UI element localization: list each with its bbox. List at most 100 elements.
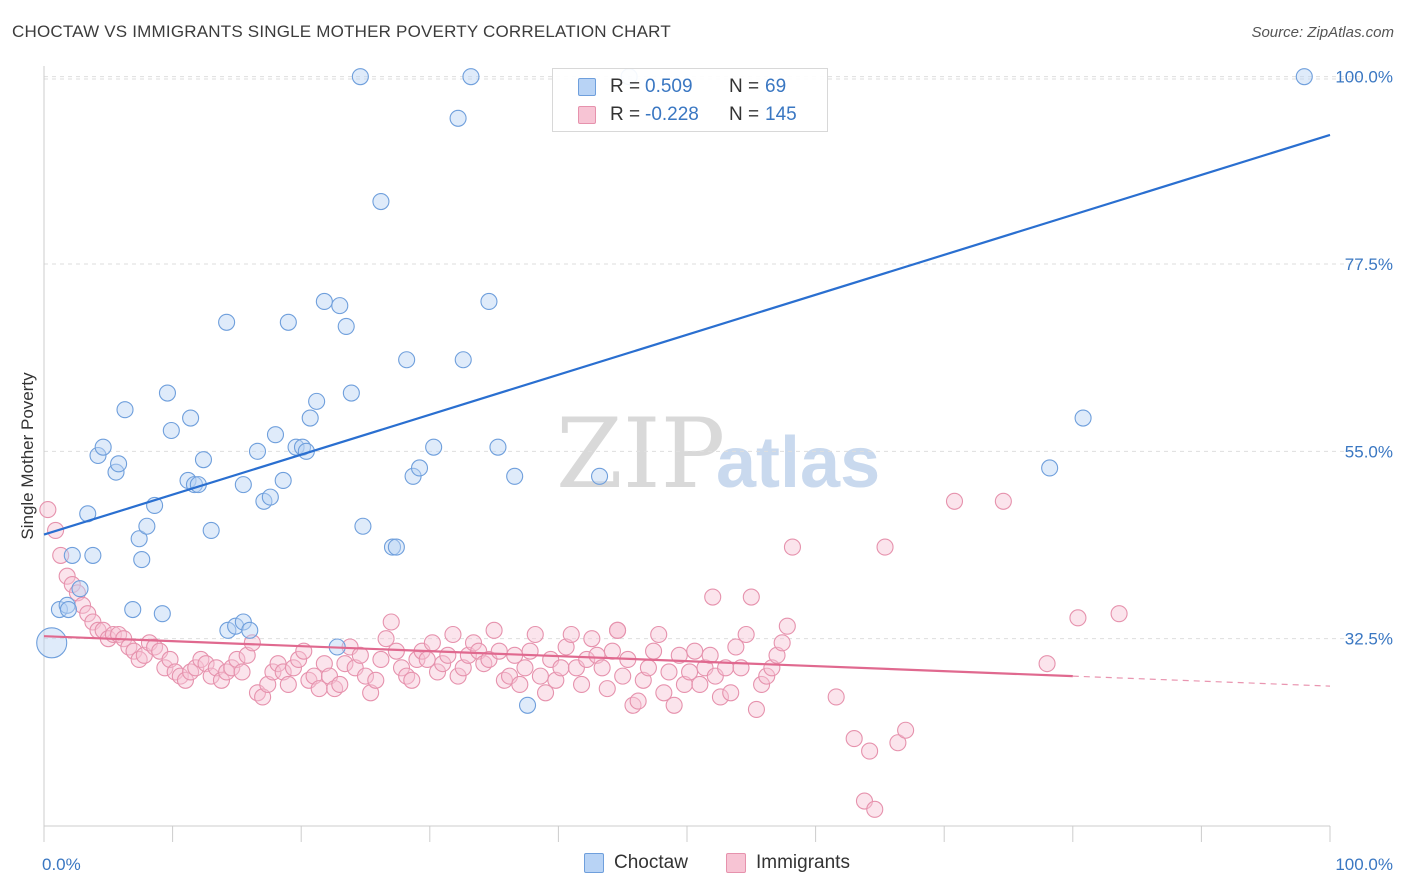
- choctaw-point: [234, 476, 252, 494]
- immigrants-point: [223, 659, 241, 677]
- immigrants-point: [39, 501, 57, 519]
- immigrants-point: [382, 613, 400, 631]
- immigrants-point: [629, 692, 647, 710]
- immigrants-point: [284, 659, 303, 677]
- choctaw-point: [1041, 459, 1059, 477]
- choctaw-point: [94, 438, 112, 456]
- immigrants-point: [403, 671, 421, 689]
- choctaw-point: [89, 446, 107, 465]
- r-label: R =: [610, 104, 641, 125]
- tick-labels: 32.5% 55.0% 77.5% 100.0% 0.0% 100.0%: [42, 68, 1393, 874]
- choctaw-point: [59, 600, 77, 619]
- choctaw-point: [410, 459, 429, 477]
- legend-row-immigrants: R = -0.228 N = 145: [553, 101, 827, 129]
- choctaw-point: [279, 313, 297, 331]
- immigrants-point: [315, 655, 333, 673]
- choctaw-point: [227, 617, 245, 635]
- immigrants-point: [331, 675, 349, 694]
- choctaw-point: [454, 351, 472, 369]
- immigrants-point: [490, 642, 508, 660]
- grid-lines: [44, 76, 1360, 640]
- immigrants-point: [547, 671, 565, 689]
- immigrants-point: [434, 655, 452, 673]
- choctaw-point: [301, 409, 319, 427]
- choctaw-point: [219, 621, 237, 639]
- immigrants-point: [994, 492, 1012, 510]
- choctaw-point: [138, 517, 156, 535]
- immigrants-point: [156, 659, 174, 677]
- immigrants-point: [428, 663, 447, 681]
- choctaw-point: [351, 68, 369, 86]
- immigrants-point: [392, 659, 411, 677]
- immigrants-label: Immigrants: [756, 852, 850, 873]
- immigrants-point: [187, 659, 205, 677]
- immigrants-point: [691, 675, 709, 694]
- immigrants-point: [367, 671, 385, 689]
- immigrants-point: [557, 638, 575, 656]
- immigrants-point: [454, 659, 472, 677]
- immigrants-point: [639, 659, 657, 677]
- watermark-zip: ZIP: [556, 398, 725, 510]
- immigrants-point: [362, 684, 380, 702]
- immigrants-point: [945, 492, 964, 510]
- immigrants-point: [889, 734, 907, 752]
- immigrants-point: [593, 659, 611, 677]
- immigrants-point: [562, 625, 580, 644]
- immigrants-point: [444, 625, 462, 644]
- choctaw-point: [182, 409, 200, 427]
- immigrants-point: [598, 680, 616, 698]
- x-tick-label: 100.0%: [1335, 855, 1393, 874]
- choctaw-point: [218, 313, 236, 331]
- immigrants-point: [485, 621, 503, 639]
- choctaw-point: [308, 392, 326, 410]
- choctaw-point: [241, 621, 259, 639]
- n-value: 69: [765, 76, 787, 97]
- immigrants-swatch: [578, 106, 596, 124]
- immigrants-point: [274, 663, 292, 681]
- immigrants-point: [645, 642, 663, 660]
- immigrants-point: [827, 688, 845, 706]
- choctaw-point: [591, 467, 609, 485]
- immigrants-point: [783, 538, 802, 556]
- immigrants-point: [1038, 655, 1056, 673]
- y-tick-label: 32.5%: [1345, 630, 1393, 649]
- immigrants-point: [207, 659, 225, 677]
- immigrants-point: [531, 667, 549, 685]
- series-legend: Choctaw Immigrants: [0, 851, 1406, 877]
- immigrants-point: [1069, 609, 1087, 627]
- choctaw-swatch: [578, 78, 596, 96]
- choctaw-point: [383, 538, 402, 556]
- immigrants-point: [655, 684, 673, 702]
- immigrants-point: [305, 667, 323, 685]
- immigrants-point: [290, 650, 308, 669]
- choctaw-point: [372, 192, 390, 211]
- choctaw-point: [110, 455, 128, 473]
- choctaw-point: [1295, 68, 1313, 86]
- immigrants-point: [614, 667, 632, 685]
- immigrants-point: [866, 800, 884, 818]
- correlation-legend: R = 0.509 N = 69 R = -0.228 N = 145: [552, 68, 828, 132]
- immigrants-point: [845, 730, 863, 748]
- immigrants-trend-line: [43, 635, 1073, 678]
- choctaw-point: [462, 68, 480, 86]
- axes: [43, 66, 1331, 842]
- choctaw-point: [71, 580, 89, 598]
- choctaw-point: [158, 384, 177, 402]
- n-label: N =: [729, 76, 760, 97]
- choctaw-point: [518, 696, 537, 714]
- choctaw-point: [36, 627, 68, 659]
- immigrants-point: [449, 667, 467, 685]
- immigrants-point: [264, 663, 282, 681]
- immigrants-point: [74, 596, 92, 614]
- choctaw-point: [162, 421, 180, 440]
- y-tick-label: 100.0%: [1335, 68, 1393, 87]
- choctaw-swatch: [584, 853, 604, 873]
- legend-row-choctaw: R = 0.509 N = 69: [553, 73, 827, 101]
- immigrants-point: [464, 634, 483, 652]
- immigrants-point: [511, 675, 529, 694]
- choctaw-point: [337, 317, 355, 335]
- choctaw-point: [342, 384, 360, 402]
- immigrants-point: [650, 625, 668, 644]
- immigrants-point: [377, 630, 395, 648]
